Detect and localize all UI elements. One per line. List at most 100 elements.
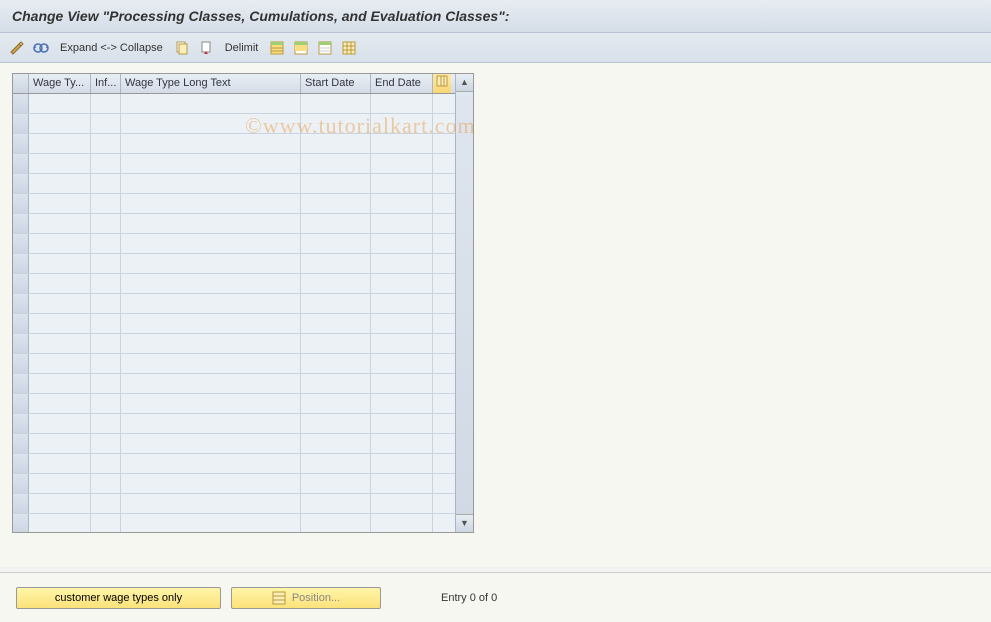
row-selector[interactable]: [13, 274, 29, 293]
table-cell[interactable]: [301, 474, 371, 493]
table-cell[interactable]: [29, 374, 91, 393]
table-cell[interactable]: [29, 394, 91, 413]
undo-icon[interactable]: [197, 39, 215, 57]
customer-wage-types-button[interactable]: customer wage types only: [16, 587, 221, 609]
table-cell[interactable]: [91, 434, 121, 453]
table-cell[interactable]: [121, 274, 301, 293]
table-row[interactable]: [13, 194, 455, 214]
table-cell[interactable]: [301, 494, 371, 513]
table-cell[interactable]: [91, 114, 121, 133]
scroll-track[interactable]: [456, 92, 473, 514]
row-selector[interactable]: [13, 294, 29, 313]
table-cell[interactable]: [121, 114, 301, 133]
table-cell[interactable]: [301, 394, 371, 413]
table-row[interactable]: [13, 134, 455, 154]
table-cell[interactable]: [371, 274, 433, 293]
table-cell[interactable]: [29, 274, 91, 293]
table-cell[interactable]: [121, 434, 301, 453]
row-selector[interactable]: [13, 434, 29, 453]
table-row[interactable]: [13, 434, 455, 454]
table-cell[interactable]: [121, 294, 301, 313]
row-selector[interactable]: [13, 114, 29, 133]
select-all-icon[interactable]: [268, 39, 286, 57]
table-row[interactable]: [13, 514, 455, 532]
table-cell[interactable]: [91, 474, 121, 493]
table-cell[interactable]: [371, 394, 433, 413]
row-selector[interactable]: [13, 314, 29, 333]
table-cell[interactable]: [29, 334, 91, 353]
row-selector[interactable]: [13, 474, 29, 493]
table-row[interactable]: [13, 474, 455, 494]
table-row[interactable]: [13, 274, 455, 294]
table-cell[interactable]: [371, 314, 433, 333]
table-cell[interactable]: [91, 234, 121, 253]
col-header-start-date[interactable]: Start Date: [301, 74, 371, 93]
table-cell[interactable]: [121, 474, 301, 493]
table-cell[interactable]: [91, 274, 121, 293]
table-cell[interactable]: [91, 194, 121, 213]
table-cell[interactable]: [29, 214, 91, 233]
position-button[interactable]: Position...: [231, 587, 381, 609]
table-cell[interactable]: [371, 514, 433, 532]
table-row[interactable]: [13, 374, 455, 394]
table-cell[interactable]: [371, 134, 433, 153]
table-cell[interactable]: [121, 494, 301, 513]
table-cell[interactable]: [371, 374, 433, 393]
table-cell[interactable]: [301, 194, 371, 213]
table-cell[interactable]: [91, 354, 121, 373]
table-cell[interactable]: [29, 414, 91, 433]
table-row[interactable]: [13, 214, 455, 234]
table-row[interactable]: [13, 234, 455, 254]
table-cell[interactable]: [29, 94, 91, 113]
table-cell[interactable]: [29, 354, 91, 373]
row-selector[interactable]: [13, 354, 29, 373]
table-cell[interactable]: [301, 514, 371, 532]
row-selector[interactable]: [13, 494, 29, 513]
table-cell[interactable]: [371, 494, 433, 513]
table-cell[interactable]: [91, 294, 121, 313]
scroll-up-icon[interactable]: ▲: [456, 74, 473, 92]
table-row[interactable]: [13, 354, 455, 374]
table-cell[interactable]: [29, 174, 91, 193]
row-selector[interactable]: [13, 214, 29, 233]
table-cell[interactable]: [371, 454, 433, 473]
table-row[interactable]: [13, 414, 455, 434]
table-cell[interactable]: [29, 154, 91, 173]
table-cell[interactable]: [121, 374, 301, 393]
table-cell[interactable]: [301, 374, 371, 393]
table-cell[interactable]: [121, 454, 301, 473]
other-view-icon[interactable]: [32, 39, 50, 57]
table-cell[interactable]: [91, 514, 121, 532]
table-cell[interactable]: [301, 94, 371, 113]
table-cell[interactable]: [121, 414, 301, 433]
table-row[interactable]: [13, 174, 455, 194]
table-cell[interactable]: [29, 114, 91, 133]
row-selector[interactable]: [13, 454, 29, 473]
table-cell[interactable]: [29, 294, 91, 313]
table-row[interactable]: [13, 334, 455, 354]
table-cell[interactable]: [29, 134, 91, 153]
table-cell[interactable]: [91, 174, 121, 193]
table-cell[interactable]: [91, 154, 121, 173]
table-cell[interactable]: [371, 414, 433, 433]
table-settings-icon[interactable]: [340, 39, 358, 57]
table-cell[interactable]: [29, 434, 91, 453]
table-cell[interactable]: [301, 334, 371, 353]
expand-collapse-button[interactable]: Expand <-> Collapse: [56, 40, 167, 56]
row-selector[interactable]: [13, 514, 29, 532]
table-cell[interactable]: [371, 354, 433, 373]
table-cell[interactable]: [91, 314, 121, 333]
table-cell[interactable]: [301, 454, 371, 473]
table-cell[interactable]: [121, 194, 301, 213]
table-cell[interactable]: [121, 314, 301, 333]
table-cell[interactable]: [371, 434, 433, 453]
table-cell[interactable]: [29, 234, 91, 253]
table-cell[interactable]: [91, 414, 121, 433]
configure-columns-icon[interactable]: [433, 74, 451, 93]
table-cell[interactable]: [121, 94, 301, 113]
table-cell[interactable]: [371, 194, 433, 213]
table-row[interactable]: [13, 254, 455, 274]
select-block-icon[interactable]: [292, 39, 310, 57]
table-row[interactable]: [13, 314, 455, 334]
row-selector[interactable]: [13, 234, 29, 253]
